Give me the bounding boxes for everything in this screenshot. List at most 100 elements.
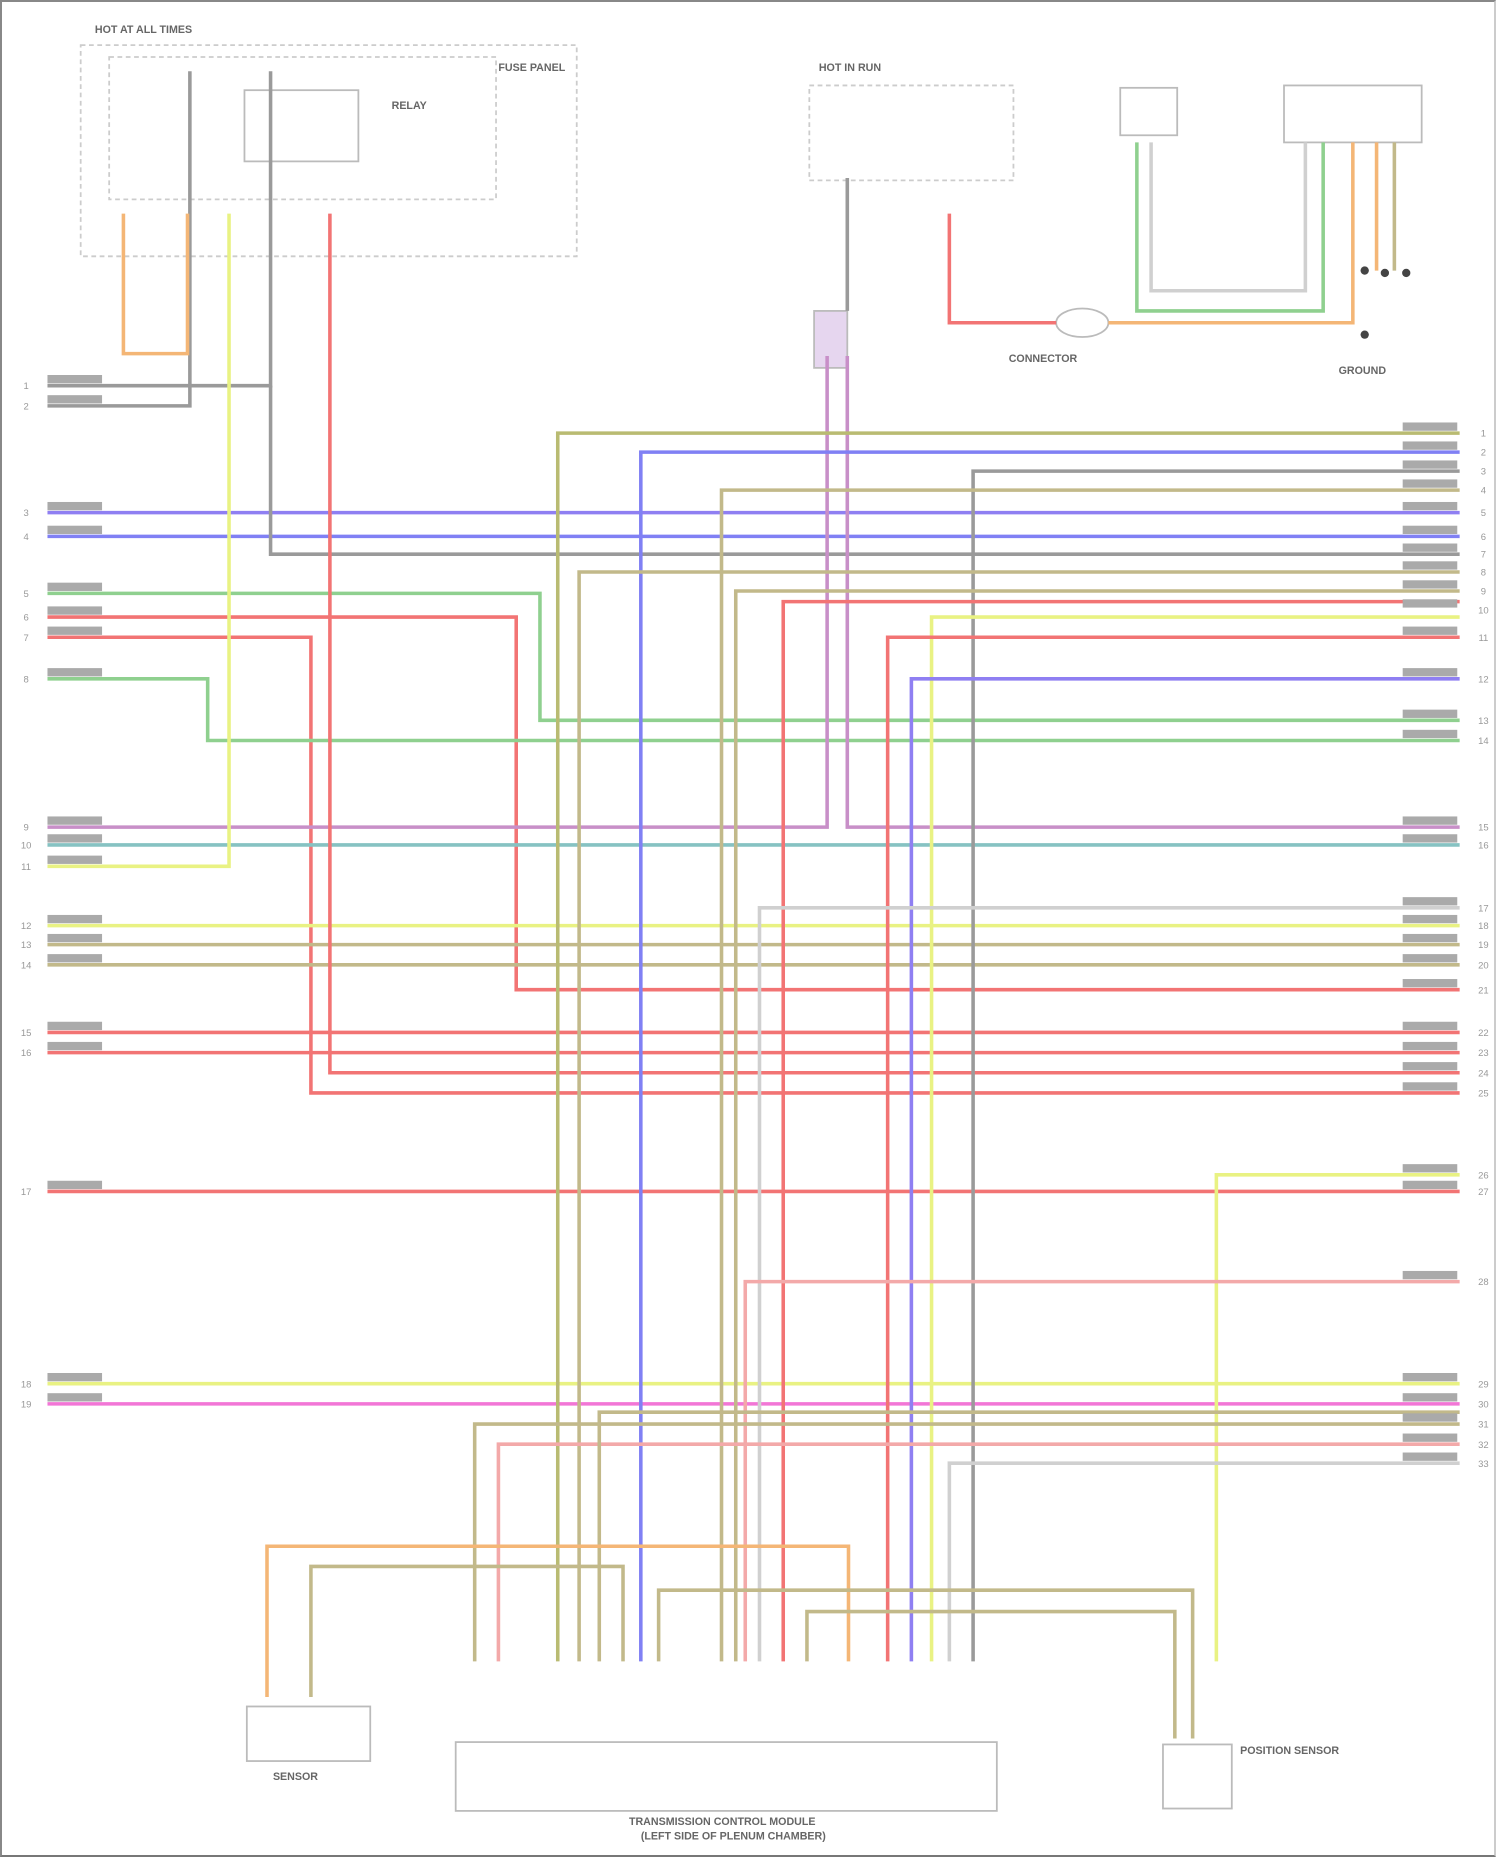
wire-code-label — [1402, 1062, 1458, 1071]
module-top-2 — [1283, 84, 1423, 144]
lightgrey-wire — [947, 1461, 1460, 1662]
wire-code-label — [1402, 1413, 1458, 1422]
left-sensor-label: SENSOR — [273, 1771, 318, 1783]
red-wire — [328, 213, 1460, 1075]
pin-number: 3 — [23, 508, 28, 519]
pin-number: 1 — [1481, 429, 1486, 440]
pink-wire — [496, 1442, 1460, 1662]
splice-dot — [1360, 266, 1369, 275]
tan-wire — [733, 589, 1460, 1662]
fuse-panel-inner — [108, 56, 497, 201]
wire-code-label — [47, 855, 103, 864]
grey-wire — [47, 71, 192, 408]
pin-number: 14 — [1478, 736, 1489, 747]
wire-code-label — [47, 374, 103, 384]
wire-code-label — [47, 1041, 103, 1051]
wire-code-label — [47, 1021, 103, 1031]
splice-dot — [1402, 268, 1411, 278]
relay-label: RELAY — [392, 100, 427, 112]
splice-dot — [1380, 268, 1390, 278]
tan-wire — [597, 1410, 1460, 1662]
wire-code-label — [47, 914, 103, 924]
pin-number: 10 — [1478, 606, 1489, 617]
red-wire — [47, 615, 1460, 992]
red-wire — [781, 599, 1460, 1662]
pin-number: 4 — [1481, 486, 1486, 497]
pin-number: 17 — [21, 1187, 32, 1198]
pin-number: 6 — [23, 613, 28, 624]
pin-number: 7 — [1481, 550, 1486, 561]
wire-code-label — [47, 1180, 103, 1190]
hot-label-left: HOT AT ALL TIMES — [95, 24, 192, 36]
wire-code-label — [47, 1373, 103, 1382]
ground-dot — [1360, 330, 1369, 339]
green-wire — [47, 591, 1460, 723]
red-wire — [47, 635, 1460, 1095]
yellow-wire — [929, 615, 1460, 1662]
pin-number: 16 — [1478, 840, 1489, 851]
pin-number: 11 — [21, 862, 31, 873]
pin-number: 12 — [21, 921, 32, 932]
pin-number: 29 — [1478, 1379, 1489, 1390]
wire-code-label — [1402, 599, 1458, 608]
wire-code-label — [47, 1393, 103, 1402]
wire-code-label — [47, 395, 103, 404]
wire-code-label — [1402, 479, 1458, 488]
green-wire — [1135, 142, 1325, 313]
wire-code-label — [1402, 422, 1458, 431]
pin-number: 32 — [1478, 1440, 1489, 1451]
wire-code-label — [1402, 1164, 1458, 1173]
pin-number: 26 — [1478, 1170, 1489, 1181]
wire-code-label — [1402, 1452, 1458, 1461]
pin-number: 33 — [1478, 1459, 1489, 1470]
wire-code-label — [47, 501, 103, 511]
wire-code-label — [1402, 1270, 1458, 1280]
pin-number: 2 — [1481, 448, 1486, 459]
pin-number: 13 — [21, 940, 32, 951]
wire-code-label — [1402, 1021, 1458, 1031]
wire-code-label — [1402, 626, 1458, 635]
blue-wire — [639, 450, 1460, 1662]
pin-number: 23 — [1478, 1048, 1489, 1059]
wire-code-label — [1402, 668, 1458, 677]
wire-code-label — [1402, 816, 1458, 825]
wire-code-label — [1402, 580, 1458, 589]
grey-wire — [971, 469, 1460, 1662]
pin-number: 21 — [1478, 985, 1489, 996]
pin-number: 18 — [1478, 921, 1489, 932]
pin-number: 2 — [23, 401, 28, 412]
pin-number: 10 — [21, 840, 32, 851]
tan-wire — [577, 570, 1460, 1662]
wire-code-label — [47, 525, 103, 535]
fuse-box-2 — [808, 84, 1015, 182]
pin-number: 31 — [1478, 1420, 1489, 1431]
orange-wire — [1108, 142, 1355, 325]
pin-number: 24 — [1478, 1068, 1489, 1079]
wire-code-label — [47, 668, 103, 677]
red-wire — [947, 213, 1057, 325]
wire-code-label — [47, 582, 103, 591]
green-wire — [47, 677, 1460, 743]
yellow-wire — [47, 213, 231, 869]
pin-number: 20 — [1478, 960, 1489, 971]
wire-code-label — [1402, 1373, 1458, 1382]
tan-wire — [309, 1564, 625, 1697]
pin-number: 19 — [21, 1399, 32, 1410]
wire-code-label — [1402, 933, 1458, 943]
hot-label-right: HOT IN RUN — [819, 62, 881, 74]
wire-code-label — [1402, 543, 1458, 552]
pin-number: 11 — [1478, 633, 1488, 644]
wire-code-label — [1402, 954, 1458, 963]
pin-number: 6 — [1481, 532, 1486, 543]
pin-number: 5 — [1481, 508, 1486, 519]
wire-code-label — [1402, 525, 1458, 535]
mauve-wire — [845, 356, 1460, 829]
wire-code-label — [1402, 914, 1458, 924]
transmission-control-module-box — [454, 1741, 998, 1812]
pin-number: 12 — [1478, 674, 1489, 685]
pin-number: 28 — [1478, 1277, 1489, 1288]
lightgrey-wire — [757, 906, 1460, 1662]
grey-wire — [268, 385, 1460, 556]
